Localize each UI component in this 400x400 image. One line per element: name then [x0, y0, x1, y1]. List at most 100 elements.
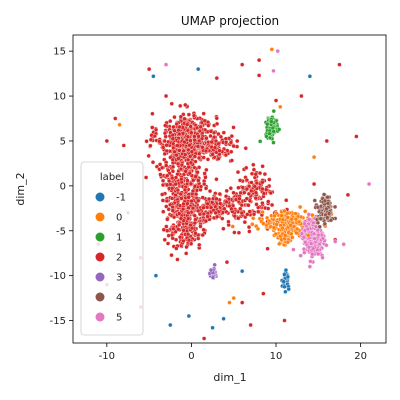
data-point-label-0	[271, 225, 276, 230]
data-point-label-2	[170, 175, 175, 181]
data-point-label-2	[186, 147, 191, 153]
data-point-label-2	[204, 136, 209, 141]
data-point-label-2	[195, 144, 201, 149]
legend-entry-label: 2	[116, 253, 122, 264]
y-tick-label: 5	[60, 136, 66, 147]
data-point-label-2	[181, 148, 186, 154]
data-point-label-2	[180, 131, 186, 136]
data-point-label-2	[206, 123, 211, 128]
data-point-label-5	[299, 231, 305, 236]
data-point-label-2	[164, 204, 169, 209]
data-point-label-2	[222, 206, 227, 211]
data-point-label-2	[228, 140, 234, 145]
data-point-label-2	[186, 195, 191, 200]
data-point-label-neg1	[240, 268, 245, 274]
data-point-label-2	[192, 184, 198, 189]
data-point-label-2	[153, 127, 159, 132]
data-point-label-0	[255, 226, 261, 232]
data-point-label-0	[251, 216, 256, 221]
y-tick-label: -5	[56, 226, 66, 237]
data-point-label-neg1	[281, 279, 286, 284]
data-point-label-2	[146, 66, 152, 72]
data-point-label-2	[231, 125, 236, 130]
data-point-label-2	[169, 253, 174, 258]
data-point-label-0	[269, 47, 274, 52]
data-point-label-2	[186, 237, 192, 243]
data-point-label-5	[306, 245, 312, 250]
data-point-label-2	[160, 182, 166, 188]
data-point-label-2	[184, 244, 189, 250]
data-point-label-5	[163, 62, 169, 67]
x-axis-label: dim_1	[213, 371, 246, 384]
data-point-label-2	[260, 164, 265, 169]
data-point-label-2	[163, 123, 168, 128]
data-point-label-2	[191, 113, 197, 118]
data-point-label-2	[172, 114, 177, 120]
data-point-label-2	[173, 175, 179, 180]
data-point-label-2	[354, 134, 359, 139]
data-point-label-2	[143, 175, 149, 180]
data-point-label-2	[253, 190, 259, 195]
data-point-label-2	[174, 121, 179, 127]
data-point-label-2	[186, 112, 192, 117]
data-point-label-0	[231, 295, 236, 301]
legend-entry-label: 1	[116, 233, 122, 244]
data-point-label-0	[311, 154, 317, 160]
data-point-label-2	[193, 191, 199, 197]
data-point-label-2	[203, 219, 209, 224]
data-point-label-neg1	[283, 267, 289, 273]
data-point-label-0	[294, 230, 299, 236]
data-point-label-2	[148, 143, 153, 148]
data-point-label-5	[308, 259, 313, 264]
data-point-label-2	[299, 93, 304, 99]
data-point-label-2	[202, 118, 207, 123]
data-point-label-0	[250, 222, 255, 227]
data-point-label-2	[245, 212, 250, 217]
legend-entry-label: 5	[116, 313, 122, 324]
data-point-label-2	[169, 101, 174, 106]
data-point-label-2	[266, 199, 271, 204]
data-point-label-2	[257, 170, 263, 176]
data-point-label-2	[172, 149, 177, 154]
data-point-label-4	[328, 218, 334, 223]
data-point-label-5	[315, 251, 321, 257]
data-point-label-2	[188, 241, 194, 246]
data-point-label-2	[205, 157, 211, 162]
data-point-label-2	[178, 191, 183, 197]
data-point-label-0	[117, 122, 122, 127]
data-point-label-2	[200, 232, 205, 238]
data-point-label-2	[201, 111, 206, 116]
data-point-label-2	[203, 175, 208, 180]
data-point-label-0	[230, 224, 235, 229]
data-point-label-2	[189, 130, 194, 135]
data-point-label-2	[204, 167, 209, 173]
data-point-label-2	[150, 111, 155, 116]
data-point-label-2	[266, 206, 271, 211]
data-point-label-2	[186, 216, 191, 221]
data-point-label-2	[150, 160, 156, 165]
data-point-label-2	[256, 209, 261, 214]
data-point-label-2	[165, 217, 170, 222]
data-point-label-2	[213, 138, 219, 144]
data-point-label-0	[310, 212, 315, 218]
data-point-label-5	[305, 226, 311, 232]
data-point-label-2	[345, 192, 351, 198]
data-point-label-2	[177, 211, 182, 216]
data-point-label-2	[324, 138, 329, 144]
data-point-label-0	[297, 204, 303, 210]
data-point-label-5	[303, 240, 308, 245]
data-point-label-4	[325, 195, 330, 200]
data-point-label-2	[169, 232, 175, 238]
data-point-label-3	[212, 262, 217, 268]
data-point-label-2	[214, 214, 220, 219]
data-point-label-3	[208, 267, 214, 273]
data-point-label-2	[240, 62, 245, 67]
data-point-label-2	[205, 214, 210, 219]
data-point-label-2	[183, 152, 188, 157]
data-point-label-2	[165, 228, 170, 233]
data-point-label-5	[291, 247, 296, 252]
data-point-label-2	[196, 178, 201, 183]
data-point-label-1	[265, 121, 270, 127]
data-point-label-2	[196, 155, 202, 161]
